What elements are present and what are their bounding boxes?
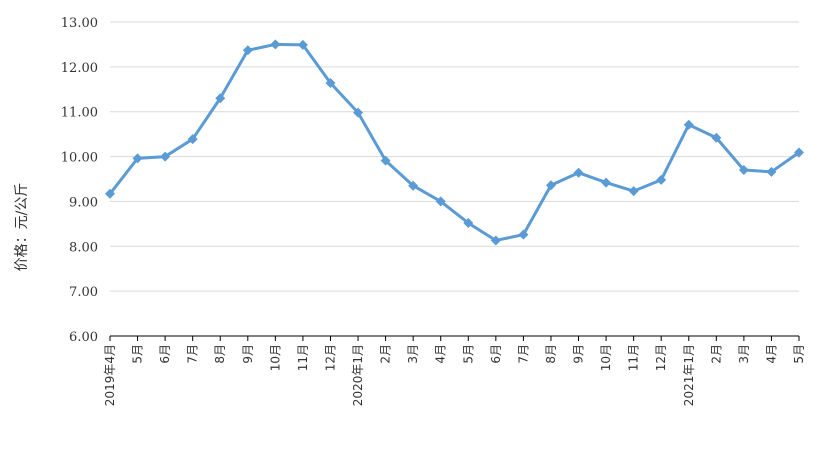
x-tick-label: 7月 [186, 344, 200, 364]
data-point-marker [711, 132, 722, 143]
y-tick-label: 10.00 [61, 151, 98, 166]
data-point-marker [463, 217, 474, 228]
x-tick-label: 12月 [654, 344, 668, 371]
x-tick-label: 2月 [379, 344, 393, 364]
x-axis-tick-labels: 2019年4月 5月 6月 7月 8月 9月 10月 11月 12月 2020年1月 2月 3月 4月 5… [103, 344, 806, 406]
data-point-marker [601, 177, 612, 188]
x-tick-label: 11月 [296, 344, 310, 371]
x-tick-label: 12月 [323, 344, 337, 371]
data-point-marker [325, 78, 336, 89]
series-layer [105, 39, 804, 246]
x-axis [109, 335, 800, 341]
x-tick-label: 5月 [461, 344, 475, 364]
x-tick-label: 7月 [516, 344, 530, 364]
data-point-marker [573, 167, 584, 178]
data-point-marker [297, 39, 308, 50]
y-tick-label: 9.00 [69, 195, 98, 210]
data-point-marker [490, 235, 501, 246]
data-point-marker [683, 119, 694, 130]
y-tick-label: 7.00 [69, 285, 98, 300]
data-point-marker [132, 153, 143, 164]
y-tick-label: 8.00 [69, 240, 98, 255]
data-point-marker [242, 45, 253, 56]
x-tick-label: 2019年4月 [103, 344, 117, 406]
data-point-marker [656, 174, 667, 185]
data-point-marker [518, 229, 529, 240]
x-tick-label: 9月 [241, 344, 255, 364]
x-tick-label: 6月 [158, 344, 172, 364]
y-tick-label: 6.00 [69, 330, 98, 345]
data-point-marker [794, 147, 804, 158]
y-axis-title: 价格：元/公斤 [14, 183, 30, 272]
data-point-marker [215, 93, 226, 104]
data-point-marker [353, 107, 364, 118]
x-tick-label: 2021年1月 [682, 344, 696, 406]
x-tick-label: 2020年1月 [351, 344, 365, 406]
series-line [108, 42, 800, 242]
data-point-marker [766, 166, 777, 177]
x-tick-label: 10月 [268, 344, 282, 371]
y-tick-label: 13.00 [61, 16, 98, 31]
x-tick-label: 4月 [434, 344, 448, 364]
y-tick-label: 11.00 [61, 106, 98, 121]
data-point-marker [545, 180, 556, 191]
x-tick-label: 5月 [131, 344, 145, 364]
x-tick-label: 6月 [489, 344, 503, 364]
data-point-marker [628, 186, 639, 197]
x-tick-label: 5月 [792, 344, 806, 364]
x-tick-label: 3月 [737, 344, 751, 364]
data-point-marker [738, 165, 749, 176]
x-tick-label: 2月 [709, 344, 723, 364]
gridlines [110, 21, 799, 292]
x-tick-label: 11月 [627, 344, 641, 371]
y-tick-label: 12.00 [61, 61, 98, 76]
y-axis-ticks: 6.00 7.00 8.00 9.00 10.00 11.00 12.00 13.00 [61, 16, 98, 345]
data-point-marker [270, 39, 281, 50]
x-tick-label: 3月 [406, 344, 420, 364]
x-tick-label: 8月 [213, 344, 227, 364]
data-point-marker [408, 180, 419, 191]
data-point-marker [435, 196, 446, 207]
x-tick-label: 10月 [599, 344, 613, 371]
x-tick-label: 8月 [544, 344, 558, 364]
data-point-marker [160, 151, 171, 162]
data-point-marker [105, 188, 115, 199]
x-tick-label: 9月 [572, 344, 586, 364]
data-point-marker [187, 134, 198, 145]
data-point-marker [380, 155, 391, 166]
x-tick-label: 4月 [764, 344, 778, 364]
